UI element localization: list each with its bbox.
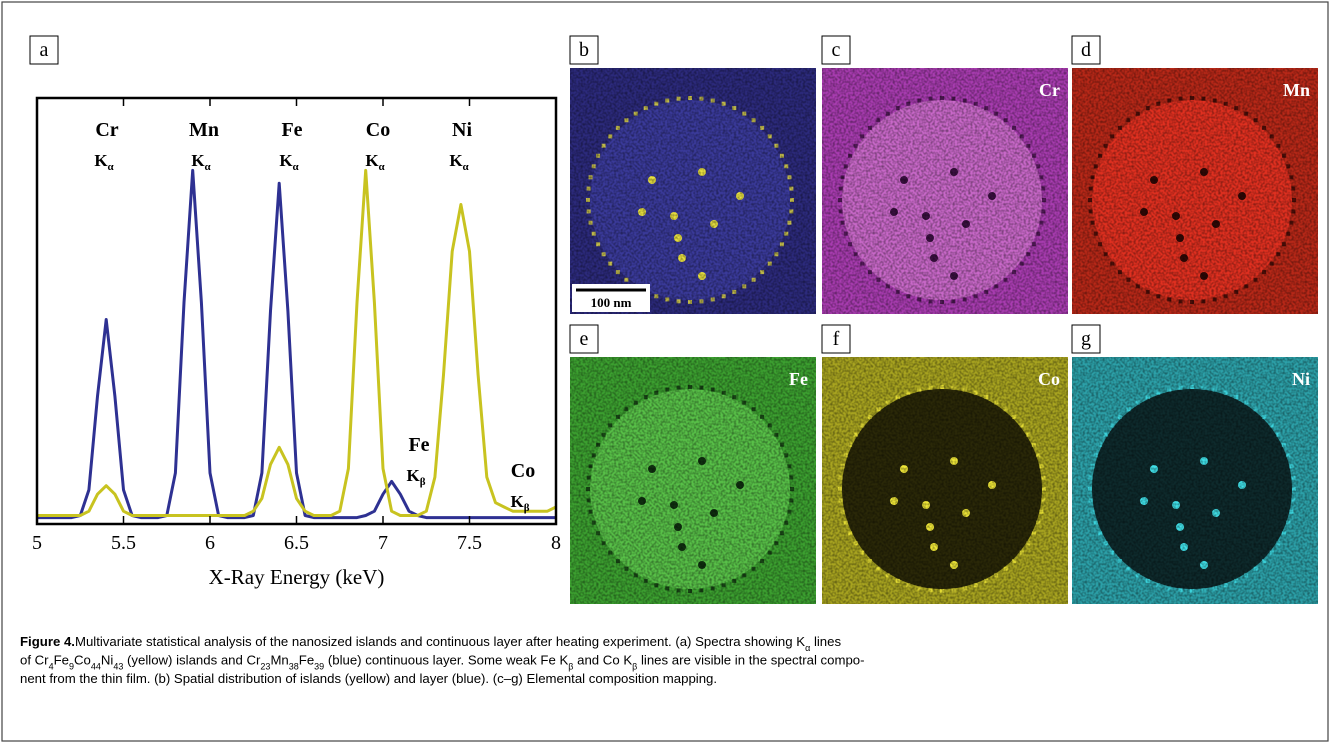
x-tick-label: 6 [205, 532, 215, 554]
panel-label-box [569, 324, 599, 354]
caption-text: (yellow) islands and Cr [123, 653, 261, 668]
caption-text: lines are visible in the spectral compo- [637, 653, 864, 668]
map-noise [1072, 357, 1318, 604]
peak-element: Mn [189, 119, 219, 141]
peak-line-k: K [191, 151, 205, 170]
panel-label-box [29, 35, 59, 65]
peak-line-sub: β [524, 502, 530, 514]
caption-text: lines [810, 634, 841, 649]
caption-subscript: 43 [113, 662, 123, 672]
x-tick-label: 8 [551, 532, 561, 554]
map-element: Mn [1283, 80, 1310, 100]
panel-label: g [1081, 328, 1091, 350]
caption-text: (blue) continuous layer. Some weak Fe K [324, 653, 568, 668]
caption-text: Multivariate statistical analysis of the… [75, 634, 805, 649]
map-image: 100 nm [570, 68, 816, 314]
map-noise [1072, 68, 1318, 314]
peak-line: Kα [191, 151, 211, 173]
peak-line-sub: α [108, 161, 115, 173]
x-axis-label: X-Ray Energy (keV) [209, 565, 385, 589]
peak-element: Cr [95, 119, 118, 141]
panel-label: d [1081, 39, 1091, 61]
caption-subscript: 39 [314, 662, 324, 672]
peak-line-k: K [365, 151, 379, 170]
map-noise [822, 357, 1068, 604]
peak-line-k: K [449, 151, 463, 170]
scale-bar-label: 100 nm [591, 295, 632, 310]
caption-text: Fe [54, 653, 69, 668]
peak-line-k: K [406, 466, 420, 485]
map-image: Ni [1072, 357, 1318, 604]
caption-line: Figure 4.Multivariate statistical analys… [20, 634, 841, 653]
caption-text: of Cr [20, 653, 49, 668]
map-image: Fe [570, 357, 816, 604]
panel-label: c [832, 39, 841, 61]
caption-subscript: 23 [260, 662, 270, 672]
map-element: Cr [1039, 80, 1060, 100]
caption-label: Figure 4. [20, 634, 75, 649]
panel-label: a [40, 39, 49, 61]
map-image: Mn [1072, 68, 1318, 314]
caption-text: and Co K [573, 653, 632, 668]
map-image: Cr [822, 68, 1068, 314]
map-noise [822, 68, 1068, 314]
peak-line: Kα [279, 151, 299, 173]
x-tick-label: 6.5 [284, 532, 309, 554]
peak-line: Kα [449, 151, 469, 173]
panel-label-box [569, 35, 599, 65]
caption-subscript: β [632, 662, 637, 672]
panel-label-box [821, 35, 851, 65]
peak-element: Ni [452, 119, 472, 141]
peak-line: Kα [365, 151, 385, 173]
panel-label-box [1071, 324, 1101, 354]
map-image: Co [822, 357, 1068, 604]
caption-line: of Cr4Fe9Co44Ni43 (yellow) islands and C… [20, 653, 865, 672]
peak-element: Co [511, 460, 535, 482]
caption-subscript: β [568, 662, 573, 672]
caption-text: Mn [270, 653, 288, 668]
map-noise [570, 68, 816, 314]
caption-subscript: 44 [91, 662, 101, 672]
peak-line-k: K [510, 492, 524, 511]
spectrum-line [37, 168, 557, 517]
peak-line-sub: α [293, 161, 300, 173]
spectrum-line [37, 168, 556, 520]
peak-line: Kβ [406, 466, 425, 488]
map-element: Co [1038, 369, 1060, 389]
caption-text: Fe [299, 653, 314, 668]
peak-line: Kβ [510, 492, 529, 514]
map-element: Ni [1292, 369, 1310, 389]
caption-subscript: α [805, 643, 810, 653]
panel-label-box [821, 324, 851, 354]
peak-line-sub: α [379, 161, 386, 173]
caption-text: Ni [101, 653, 114, 668]
panel-label: b [579, 39, 589, 61]
peak-element: Co [366, 119, 390, 141]
caption-subscript: 9 [69, 662, 74, 672]
caption-text: nent from the thin film. (b) Spatial dis… [20, 671, 717, 686]
caption-line: nent from the thin film. (b) Spatial dis… [20, 671, 717, 686]
map-noise [570, 357, 816, 604]
map-element: Fe [789, 369, 808, 389]
peak-line-sub: α [205, 161, 212, 173]
peak-element: Fe [408, 434, 429, 456]
peak-line-k: K [94, 151, 108, 170]
peak-element: Fe [281, 119, 302, 141]
x-tick-label: 7 [378, 532, 388, 554]
peak-line-sub: β [420, 476, 426, 488]
peak-line-k: K [279, 151, 293, 170]
caption-subscript: 4 [49, 662, 54, 672]
x-tick-label: 5 [32, 532, 42, 554]
x-tick-label: 5.5 [111, 532, 136, 554]
panel-label: e [580, 328, 589, 350]
panel-label-box [1071, 35, 1101, 65]
peak-line-sub: α [463, 161, 470, 173]
x-tick-label: 7.5 [457, 532, 482, 554]
caption-text: Co [74, 653, 91, 668]
peak-line: Kα [94, 151, 114, 173]
caption-subscript: 38 [289, 662, 299, 672]
panel-label: f [833, 328, 840, 350]
